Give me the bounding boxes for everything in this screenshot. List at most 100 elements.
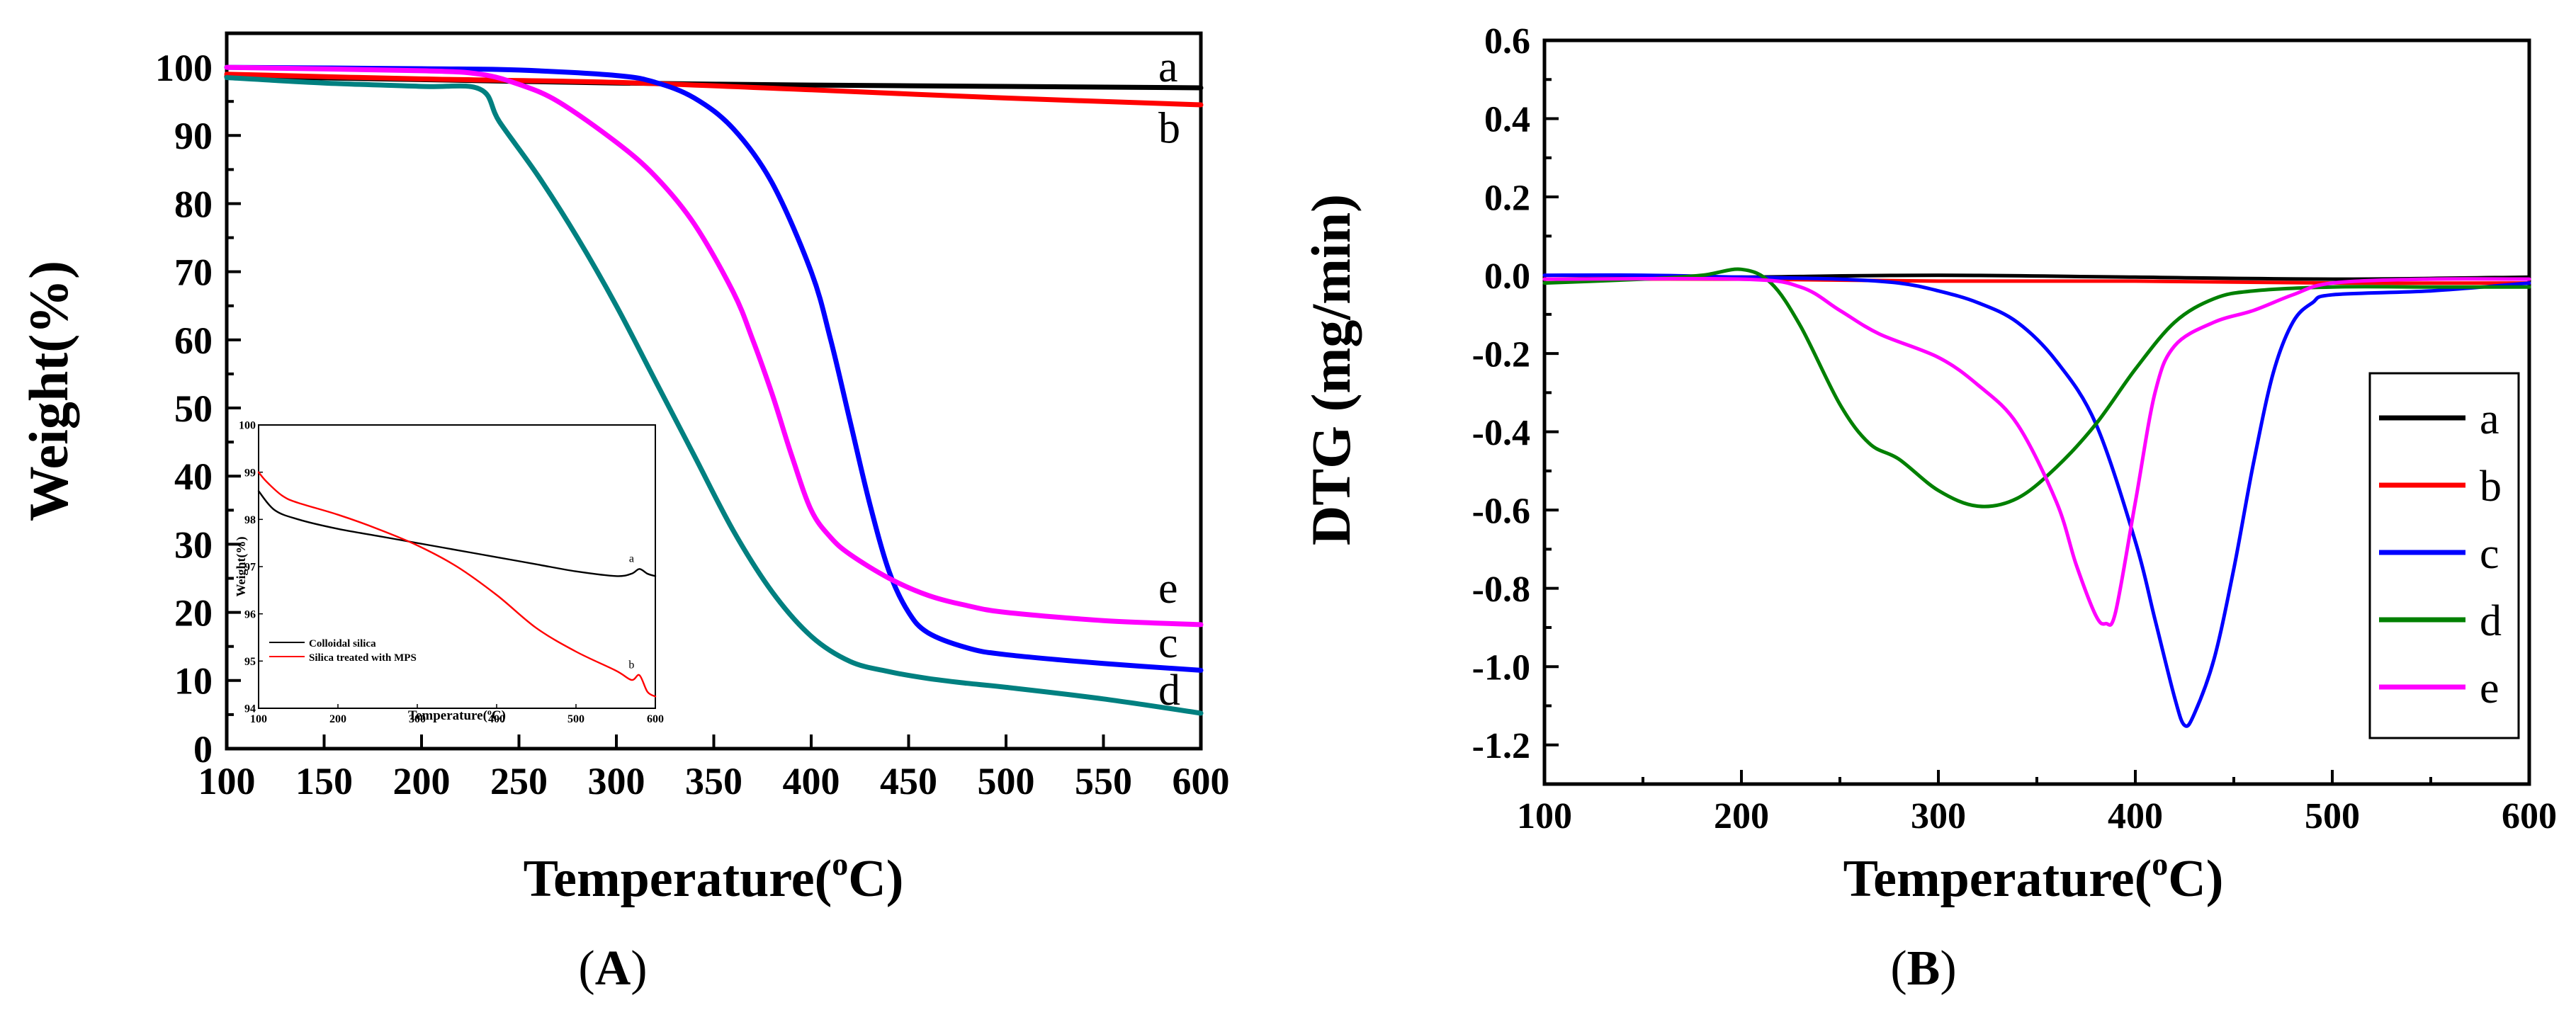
panel-b-y-tick-label: -0.2 <box>1472 334 1530 375</box>
panel-a-x-axis-label-sup: o <box>832 846 848 882</box>
panel-b-series-d <box>1542 267 2531 509</box>
panel-a-series-label-d: d <box>1158 666 1180 715</box>
inset-x-tick-label: 300 <box>409 713 426 725</box>
panel-a-x-tick-label: 450 <box>880 760 937 802</box>
panel-a-x-tick-label: 500 <box>978 760 1035 802</box>
inset-y-tick-label: 96 <box>244 608 256 620</box>
panel-b-y-tick-label: -0.8 <box>1472 569 1530 610</box>
panel-b-x-axis-label: Temperature(oC) <box>1843 846 2224 908</box>
panel-b-x-tick-labels: 100 200 300 400 500 600 <box>1517 796 2557 836</box>
panel-b-legend-entry-a: a <box>2480 395 2499 443</box>
panel-b-y-tick-label: -1.0 <box>1472 647 1530 688</box>
inset-legend-entry-a: Colloidal silica <box>309 638 376 649</box>
panel-a-series <box>224 64 1204 716</box>
panel-b-x-axis-label-end: C) <box>2168 850 2223 908</box>
panel-a-y-tick-label: 90 <box>174 115 213 157</box>
panel-b-y-tick-label: 0.6 <box>1484 21 1530 62</box>
panel-a-y-tick-label: 40 <box>174 455 213 498</box>
panel-a-y-tick-label: 20 <box>174 592 213 635</box>
panel-a-y-axis-label: Weight(%) <box>18 261 79 521</box>
panel-a-x-axis-label-main: Temperature( <box>524 850 832 908</box>
panel-a-figure-label: (A) <box>578 941 647 996</box>
inset-legend: Colloidal silica Silica treated with MPS <box>269 638 417 664</box>
panel-a-series-label-b: b <box>1158 105 1180 153</box>
panel-b-x-tick-label: 600 <box>2502 796 2557 836</box>
panel-b-legend-entry-d: d <box>2480 597 2502 645</box>
panel-a-series-e <box>224 64 1204 628</box>
panel-b-y-tick-label: 0.4 <box>1484 100 1530 140</box>
panel-b-y-tick-label: -0.4 <box>1472 413 1530 453</box>
panel-a-x-axis-label: Temperature(oC) <box>524 846 904 908</box>
panel-a-x-tick-label: 600 <box>1173 760 1230 802</box>
panel-b-y-tick-label: 0.2 <box>1484 178 1530 218</box>
panel-b-x-tick-label: 200 <box>1714 796 1769 836</box>
inset-series-label-a: a <box>629 552 634 564</box>
panel-a-x-tick-label: 350 <box>685 760 742 802</box>
inset-y-tick-label: 99 <box>244 467 256 479</box>
inset-x-tick-label: 500 <box>567 713 584 725</box>
panel-b-legend-entry-e: e <box>2480 664 2499 713</box>
panel-a-x-tick-label: 400 <box>783 760 840 802</box>
inset-y-tick-labels: 94 95 96 97 98 99 100 <box>239 420 256 715</box>
panel-a-x-tick-label: 200 <box>393 760 451 802</box>
panel-b-y-tick-labels: -1.2 -1.0 -0.8 -0.6 -0.4 -0.2 0.0 0.2 0.4 0.6 <box>1472 21 1530 766</box>
panel-a-x-tick-label: 150 <box>295 760 353 802</box>
inset-legend-entry-b: Silica treated with MPS <box>309 652 417 664</box>
panel-a-y-tick-label: 100 <box>155 47 213 89</box>
panel-a-x-tick-label: 550 <box>1075 760 1132 802</box>
panel-a-y-tick-label: 70 <box>174 251 213 294</box>
panel-b-x-axis-label-sup: o <box>2152 846 2168 882</box>
panel-b-x-tick-label: 100 <box>1517 796 1572 836</box>
panel-a-y-tick-labels: 0 10 20 30 40 50 60 70 80 90 100 <box>155 47 213 771</box>
inset-y-tick-label: 98 <box>244 514 256 526</box>
panel-b-ticks <box>1543 39 2531 784</box>
inset-series-a <box>257 490 657 577</box>
panel-a-series-label-a: a <box>1158 43 1178 91</box>
panel-a-ticks <box>225 66 1202 750</box>
panel-b-x-tick-label: 400 <box>2108 796 2163 836</box>
panel-b-x-tick-label: 300 <box>1911 796 1966 836</box>
inset-series-b <box>257 471 657 698</box>
panel-b-legend-entry-b: b <box>2480 463 2502 511</box>
inset-x-axis-label: Temperature(oC) <box>408 707 506 723</box>
inset-series-label-b: b <box>628 659 634 671</box>
panel-a-y-tick-label: 50 <box>174 387 213 430</box>
panel-b-series <box>1542 267 2531 728</box>
panel-a-y-tick-label: 60 <box>174 319 213 362</box>
panel-b-y-axis-label: DTG (mg/min) <box>1300 194 1362 545</box>
inset-x-axis-label-main: Temperature( <box>408 708 487 723</box>
inset-series-labels: ab <box>628 552 634 671</box>
inset-x-tick-label: 600 <box>647 713 664 725</box>
inset-y-tick-label: 94 <box>244 703 256 715</box>
panel-b-series-e <box>1542 276 2531 627</box>
panel-a-y-tick-label: 30 <box>174 523 213 566</box>
panel-a-series-labels: ab cd e <box>1158 43 1180 715</box>
inset-x-tick-label: 400 <box>488 713 505 725</box>
panel-b-y-tick-label: 0.0 <box>1484 256 1530 297</box>
panel-a-x-tick-label: 100 <box>198 760 256 802</box>
inset-ticks <box>258 424 656 709</box>
panel-b-series-c <box>1542 273 2531 728</box>
panel-b-y-tick-label: -0.6 <box>1472 491 1530 531</box>
panel-a-x-axis-label-end: C) <box>848 850 903 908</box>
panel-a-y-tick-label: 80 <box>174 183 213 225</box>
panel-a-series-label-e: e <box>1158 564 1178 613</box>
inset-y-axis-label: Weight(%) <box>234 537 249 597</box>
inset-y-tick-label: 95 <box>244 656 256 668</box>
inset-series <box>257 471 657 698</box>
panel-a-series-b <box>224 72 1204 108</box>
panel-a-series-label-c: c <box>1158 619 1178 667</box>
panel-b-legend-entry-c: c <box>2480 530 2499 578</box>
panel-a-series-c <box>224 64 1204 673</box>
panel-b-figure-label: (B) <box>1890 941 1956 996</box>
panel-b-legend-box <box>2368 372 2520 739</box>
panel-a-y-tick-label: 0 <box>193 728 213 771</box>
inset-x-axis-label-sup: o <box>487 707 492 717</box>
inset-y-tick-label: 97 <box>244 562 256 574</box>
inset-x-tick-labels: 100 200 300 400 500 600 <box>250 713 664 725</box>
panel-b-x-axis-label-main: Temperature( <box>1843 850 2152 908</box>
